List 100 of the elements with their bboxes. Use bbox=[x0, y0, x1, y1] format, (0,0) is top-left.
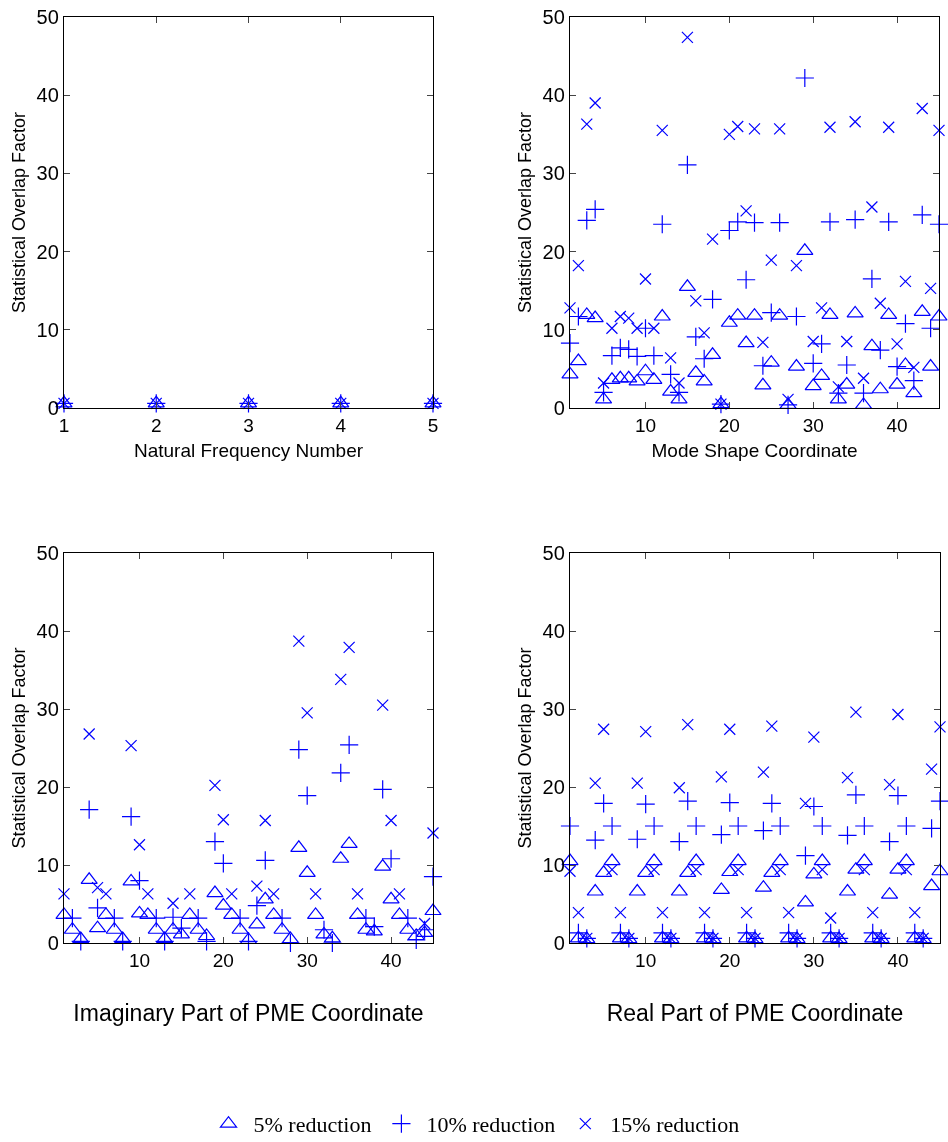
point bbox=[811, 334, 832, 354]
x-tick-label: 20 bbox=[212, 950, 234, 971]
point bbox=[280, 933, 301, 953]
point bbox=[778, 395, 798, 415]
point bbox=[773, 122, 786, 135]
point bbox=[807, 335, 820, 348]
point bbox=[720, 792, 740, 813]
point bbox=[803, 353, 823, 374]
point bbox=[690, 863, 703, 876]
point bbox=[805, 866, 823, 879]
point bbox=[628, 883, 646, 896]
x-tick-label: 30 bbox=[802, 415, 824, 436]
point bbox=[652, 923, 673, 943]
point bbox=[681, 718, 694, 731]
point bbox=[862, 269, 882, 289]
point bbox=[912, 205, 932, 225]
point bbox=[778, 923, 799, 943]
point bbox=[908, 906, 921, 919]
point bbox=[71, 931, 91, 952]
y-tick-label: 30 bbox=[542, 162, 565, 185]
point bbox=[765, 254, 778, 267]
x-axis-title: Real Part of PME Coordinate bbox=[606, 999, 904, 1026]
point bbox=[104, 908, 125, 928]
point bbox=[670, 391, 688, 404]
point bbox=[757, 766, 770, 779]
point bbox=[906, 930, 924, 943]
x-tick-label: 40 bbox=[886, 415, 908, 436]
point bbox=[602, 345, 622, 366]
point bbox=[715, 770, 728, 783]
x-tick-label: 40 bbox=[887, 950, 909, 971]
point bbox=[423, 867, 443, 887]
point bbox=[586, 310, 604, 323]
point bbox=[381, 849, 401, 869]
point bbox=[837, 825, 858, 846]
point bbox=[589, 777, 602, 790]
y-tick-label: 0 bbox=[47, 397, 59, 419]
point bbox=[896, 816, 917, 836]
y-tick-label: 0 bbox=[553, 932, 565, 954]
y-tick-label: 50 bbox=[36, 6, 59, 28]
point bbox=[883, 778, 896, 791]
y-tick-label: 50 bbox=[542, 6, 565, 28]
point bbox=[930, 308, 948, 321]
point bbox=[572, 906, 585, 919]
point bbox=[820, 212, 840, 232]
point bbox=[597, 376, 610, 390]
point bbox=[907, 361, 920, 374]
y-tick-label: 40 bbox=[542, 620, 565, 642]
point bbox=[656, 124, 669, 137]
point bbox=[670, 883, 688, 896]
point bbox=[398, 908, 418, 928]
point bbox=[795, 68, 815, 88]
point bbox=[754, 377, 772, 390]
point bbox=[853, 383, 874, 403]
point bbox=[812, 816, 832, 836]
point bbox=[340, 836, 358, 849]
point bbox=[678, 791, 698, 811]
point bbox=[887, 356, 907, 377]
point bbox=[748, 122, 761, 135]
point bbox=[930, 791, 948, 811]
point bbox=[124, 739, 138, 752]
point bbox=[183, 887, 196, 900]
point bbox=[689, 294, 702, 307]
point bbox=[314, 920, 334, 940]
x-tick-label: 10 bbox=[128, 950, 151, 971]
point bbox=[586, 883, 604, 896]
y-axis-title: Statistical Overlap Factor bbox=[8, 111, 29, 314]
point bbox=[677, 155, 698, 175]
y-tick-label: 30 bbox=[542, 698, 565, 720]
point bbox=[255, 850, 275, 871]
y-tick-label: 20 bbox=[36, 240, 59, 263]
point bbox=[605, 863, 619, 876]
point bbox=[804, 796, 824, 817]
point bbox=[771, 853, 789, 866]
point bbox=[781, 393, 795, 406]
point bbox=[563, 301, 577, 314]
point bbox=[863, 338, 881, 351]
point bbox=[820, 923, 841, 943]
point bbox=[823, 121, 837, 134]
point bbox=[414, 920, 435, 940]
point bbox=[807, 730, 820, 744]
point bbox=[880, 307, 898, 320]
y-tick-label: 50 bbox=[36, 542, 59, 564]
point bbox=[585, 830, 605, 850]
point bbox=[866, 906, 879, 919]
point bbox=[786, 306, 807, 327]
point bbox=[694, 923, 715, 943]
point bbox=[647, 863, 661, 876]
point bbox=[79, 799, 99, 820]
point bbox=[932, 124, 946, 137]
point bbox=[309, 887, 322, 900]
point bbox=[630, 322, 644, 335]
point bbox=[406, 930, 426, 950]
point bbox=[343, 641, 356, 654]
point bbox=[644, 816, 664, 836]
point bbox=[374, 858, 392, 871]
point bbox=[628, 373, 646, 386]
point bbox=[331, 763, 351, 783]
point bbox=[418, 917, 431, 930]
point bbox=[230, 908, 250, 928]
point bbox=[561, 366, 579, 379]
